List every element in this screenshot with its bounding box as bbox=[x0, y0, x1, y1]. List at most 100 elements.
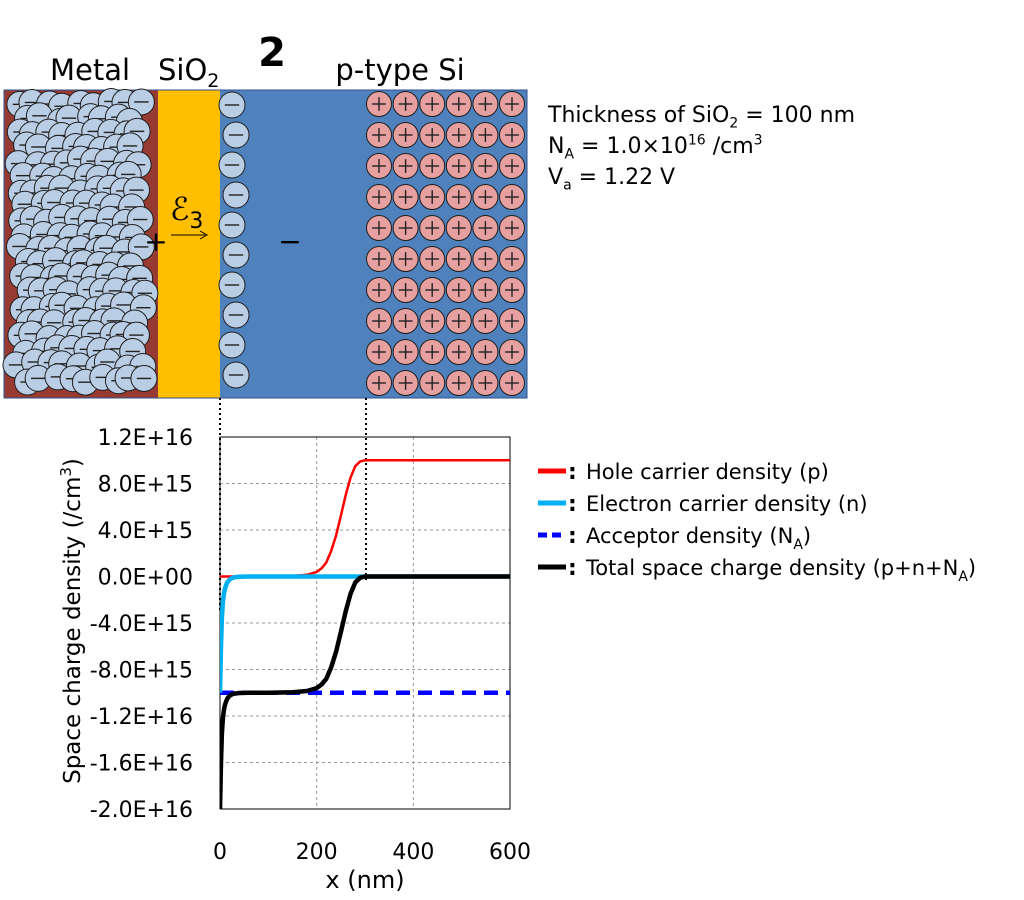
interface-electron-charges bbox=[218, 91, 250, 389]
legend-label: Hole carrier density (p) bbox=[586, 460, 829, 484]
device-outline bbox=[3, 89, 528, 399]
acceptor-ion bbox=[392, 246, 419, 272]
acceptor-ion bbox=[472, 91, 499, 117]
electron-charge bbox=[222, 181, 250, 209]
y-tick-label: -4.0E+15 bbox=[90, 612, 193, 637]
electron-charge bbox=[218, 211, 246, 239]
acceptor-ion bbox=[366, 339, 392, 365]
acceptor-ion bbox=[499, 91, 525, 117]
legend-colon: : bbox=[568, 524, 577, 549]
electron-density-line bbox=[220, 574, 510, 693]
legend-colon: : bbox=[568, 460, 577, 485]
plot-grid bbox=[219, 436, 511, 810]
legend-label: Electron carrier density (n) bbox=[586, 492, 868, 516]
oxide-thickness-text: Thickness of SiO2 = 100 nm bbox=[548, 103, 856, 132]
acceptor-ion bbox=[472, 153, 499, 179]
panel-number: 2 bbox=[258, 30, 286, 76]
plot-series bbox=[220, 459, 510, 809]
legend-colon: : bbox=[568, 556, 577, 581]
y-tick-label: 0.0E+00 bbox=[98, 566, 193, 591]
electron-charge bbox=[222, 241, 250, 269]
acceptor-ion bbox=[445, 339, 472, 365]
acceptor-ion-charges bbox=[366, 91, 525, 396]
x-tick-labels: 0 200 400 600 bbox=[213, 840, 531, 865]
acceptor-ion bbox=[445, 215, 472, 241]
acceptor-ion bbox=[419, 215, 446, 241]
acceptor-ion bbox=[472, 308, 499, 334]
acceptor-ion bbox=[472, 215, 499, 241]
acceptor-ion bbox=[445, 91, 472, 117]
field-arrow-head bbox=[199, 230, 209, 240]
legend-item-hole: : Hole carrier density (p) bbox=[538, 460, 829, 485]
acceptor-ion bbox=[499, 370, 525, 396]
electron-charge bbox=[218, 271, 246, 299]
acceptor-ion bbox=[419, 122, 446, 148]
acceptor-ion bbox=[445, 246, 472, 272]
electron-charge bbox=[222, 121, 250, 149]
acceptor-ion bbox=[472, 246, 499, 272]
acceptor-ion bbox=[445, 153, 472, 179]
legend-label: Total space charge density (p+n+NA) bbox=[585, 556, 976, 585]
electron-charge bbox=[130, 364, 158, 392]
field-label: ℰ3 bbox=[170, 190, 203, 234]
acceptor-ion bbox=[499, 308, 525, 334]
acceptor-ion bbox=[445, 184, 472, 210]
y-axis-label: Space charge density (/cm3) bbox=[57, 458, 86, 784]
acceptor-ion bbox=[392, 370, 419, 396]
acceptor-ion bbox=[445, 277, 472, 303]
legend-label: Acceptor density (NA) bbox=[586, 524, 811, 553]
y-tick-label: 4.0E+15 bbox=[98, 519, 193, 544]
acceptor-ion bbox=[445, 370, 472, 396]
acceptor-ion bbox=[392, 122, 419, 148]
legend: : Hole carrier density (p): Electron carri… bbox=[538, 460, 976, 585]
acceptor-ion bbox=[392, 184, 419, 210]
acceptor-ion bbox=[419, 277, 446, 303]
x-tick-label: 0 bbox=[213, 840, 227, 865]
acceptor-concentration-text: NA = 1.0×1016 /cm3 bbox=[548, 132, 763, 163]
acceptor-ion bbox=[419, 339, 446, 365]
acceptor-ion bbox=[392, 215, 419, 241]
acceptor-ion bbox=[499, 215, 525, 241]
legend-colon: : bbox=[568, 492, 577, 517]
oxide-label: SiO2 bbox=[158, 53, 219, 92]
acceptor-ion bbox=[392, 277, 419, 303]
y-tick-label: -1.2E+16 bbox=[90, 705, 193, 730]
acceptor-ion bbox=[445, 308, 472, 334]
acceptor-ion bbox=[366, 184, 392, 210]
acceptor-ion bbox=[419, 153, 446, 179]
y-tick-labels: 1.2E+16 8.0E+15 4.0E+15 0.0E+00 -4.0E+15 -8.0… bbox=[90, 426, 193, 823]
acceptor-ion bbox=[392, 153, 419, 179]
electron-charge bbox=[218, 151, 246, 179]
acceptor-ion bbox=[392, 308, 419, 334]
legend-item-electron: : Electron carrier density (n) bbox=[538, 492, 868, 517]
oxide-layer bbox=[158, 90, 220, 398]
y-tick-label: -8.0E+15 bbox=[90, 659, 193, 684]
acceptor-ion bbox=[366, 370, 392, 396]
electron-charge bbox=[222, 301, 250, 329]
electron-charge bbox=[127, 88, 155, 116]
acceptor-ion bbox=[419, 246, 446, 272]
y-tick-label: -1.6E+16 bbox=[90, 752, 193, 777]
acceptor-ion bbox=[499, 339, 525, 365]
x-axis-label: x (nm) bbox=[325, 866, 404, 894]
acceptor-ion bbox=[499, 153, 525, 179]
acceptor-ion bbox=[366, 122, 392, 148]
acceptor-ion bbox=[366, 91, 392, 117]
metal-plus-sign: + bbox=[144, 225, 167, 258]
legend-item-total: : Total space charge density (p+n+NA) bbox=[538, 556, 976, 585]
acceptor-ion bbox=[445, 122, 472, 148]
electron-charge bbox=[218, 91, 246, 119]
acceptor-ion bbox=[366, 277, 392, 303]
total-density-line bbox=[220, 574, 510, 809]
acceptor-ion bbox=[499, 277, 525, 303]
acceptor-ion bbox=[366, 215, 392, 241]
acceptor-ion bbox=[419, 308, 446, 334]
x-tick-label: 200 bbox=[296, 840, 338, 865]
acceptor-ion bbox=[472, 339, 499, 365]
acceptor-ion bbox=[472, 122, 499, 148]
acceptor-ion bbox=[499, 184, 525, 210]
acceptor-ion bbox=[419, 370, 446, 396]
x-tick-label: 600 bbox=[489, 840, 531, 865]
parameters-box: Thickness of SiO2 = 100 nm NA = 1.0×1016… bbox=[548, 100, 855, 193]
metal-electron-charges bbox=[2, 87, 159, 396]
